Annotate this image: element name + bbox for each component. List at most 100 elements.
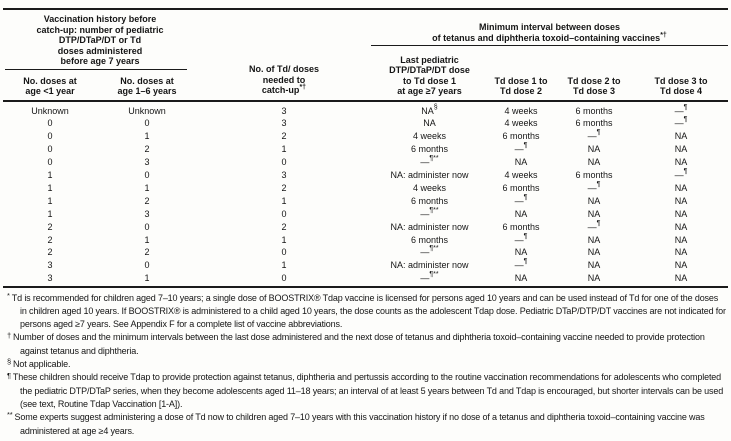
- table-cell: NA: administer now: [390, 221, 469, 232]
- column-header-doses-under-1yr: No. doses at age <1 year: [23, 75, 77, 97]
- table-cell: 6 months: [502, 221, 540, 232]
- table-cell: NA: [423, 118, 436, 129]
- footnote-text: Not applicable.: [13, 358, 71, 369]
- table-cell: 6 months: [410, 195, 449, 206]
- table-cell: 2: [281, 182, 287, 193]
- table-row: 2 1 1 6 months —¶ NA NA: [3, 233, 728, 247]
- table-row: 1 2 1 6 months —¶ NA NA: [3, 194, 728, 208]
- table-cell: 1: [47, 208, 53, 219]
- right-subheader-row: Last pediatric DTP/DTaP/DT dose to Td do…: [371, 46, 728, 97]
- table-row: 2 2 0 —¶** NA NA NA: [3, 245, 728, 259]
- table-cell: 2: [144, 195, 150, 206]
- table-cell: 1: [144, 273, 150, 284]
- table-cell: NA: [587, 247, 601, 258]
- header-group-right: Minimum interval between doses of tetanu…: [371, 10, 728, 97]
- footnote-marker: †: [7, 330, 12, 340]
- table-cell: 2: [144, 144, 150, 155]
- table-cell: NA: [674, 131, 688, 142]
- footnote-text: These children should receive Tdap to pr…: [12, 372, 724, 410]
- table-cell: 3: [47, 260, 53, 271]
- table-cell: 0: [281, 208, 287, 219]
- table-cell: —¶**: [420, 271, 439, 284]
- footnote-text: Some experts suggest administering a dos…: [14, 411, 705, 436]
- table-cell: NA: [514, 208, 528, 219]
- table-cell: NA: administer now: [390, 170, 469, 181]
- table-cell: 6 months: [502, 131, 540, 142]
- table-cell: —¶: [587, 219, 601, 232]
- table-cell: 6 months: [410, 144, 449, 155]
- table-cell: NA: [674, 260, 688, 271]
- table-cell: NA: [674, 157, 688, 168]
- footnote-pilcrow: ¶ These children should receive Tdap to p…: [7, 371, 726, 410]
- table-cell: 0: [144, 260, 150, 271]
- table-cell: 6 months: [575, 170, 613, 181]
- table-cell: NA§: [421, 103, 438, 116]
- footnotes: * Td is recommended for children aged 7–1…: [3, 288, 728, 438]
- table-cell: 1: [281, 195, 287, 206]
- table-cell: NA: [674, 234, 688, 245]
- table-cell: 0: [144, 221, 150, 232]
- table-cell: 0: [281, 273, 287, 284]
- table-cell: 3: [144, 208, 150, 219]
- footnote-double-asterisk: ** Some experts suggest administering a d…: [7, 410, 726, 438]
- footnote-marker: *: [7, 291, 10, 301]
- table-cell: NA: [674, 247, 688, 258]
- footnote-marker: ¶: [7, 370, 11, 380]
- table-cell: —¶: [514, 142, 528, 155]
- table-cell: NA: [674, 273, 688, 284]
- table-cell: 0: [47, 144, 53, 155]
- table-row: 3 1 0 —¶** NA NA NA: [3, 271, 728, 285]
- footnote-dagger: † Number of doses and the minimum interva…: [7, 331, 726, 358]
- body-bottom-rule: [3, 286, 728, 288]
- column-header-td-doses-needed: No. of Td/ doses needed to catch-up*†: [248, 64, 319, 96]
- table-cell: 4 weeks: [504, 170, 538, 181]
- table-cell: 3: [281, 170, 287, 181]
- table-cell: NA: [674, 195, 688, 206]
- table-cell: 0: [281, 157, 287, 168]
- footnote-marker: §: [7, 357, 12, 367]
- table-cell: NA: [674, 144, 688, 155]
- table-cell: —¶: [587, 180, 601, 193]
- table-cell: Unknown: [31, 105, 69, 116]
- header-group-left: Vaccination history before catch-up: num…: [3, 10, 197, 97]
- table-cell: NA: [674, 182, 688, 193]
- table-cell: NA: [587, 208, 601, 219]
- table-cell: NA: [587, 234, 601, 245]
- table-cell: 3: [144, 157, 150, 168]
- table-cell: 1: [47, 182, 53, 193]
- table-cell: NA: [674, 221, 688, 232]
- table-cell: 2: [47, 234, 53, 245]
- table-cell: NA: [587, 195, 601, 206]
- table-cell: 6 months: [575, 118, 613, 129]
- table-cell: NA: [587, 157, 601, 168]
- right-group-rule: [371, 45, 728, 47]
- column-header-last-pediatric-dose: Last pediatric DTP/DTaP/DT dose to Td do…: [389, 54, 470, 97]
- table-cell: 4 weeks: [412, 182, 447, 193]
- table-cell: 2: [281, 131, 287, 142]
- table-cell: 1: [281, 260, 287, 271]
- table-row: 1 0 3 NA: administer now 4 weeks 6 months —¶: [3, 168, 728, 182]
- table-cell: 6 months: [502, 182, 540, 193]
- table-cell: 3: [281, 105, 287, 116]
- column-header-doses-1-6yr: No. doses at age 1–6 years: [117, 75, 177, 97]
- table-cell: —¶**: [420, 245, 439, 258]
- table-cell: 1: [281, 144, 287, 155]
- table-cell: 4 weeks: [412, 131, 447, 142]
- table-header: Vaccination history before catch-up: num…: [3, 10, 728, 100]
- table-cell: —¶: [674, 103, 688, 116]
- table-cell: NA: [587, 144, 601, 155]
- table-cell: —¶: [674, 116, 688, 129]
- table-cell: 2: [144, 247, 150, 258]
- table-cell: NA: administer now: [390, 260, 469, 271]
- table-row: Unknown Unknown 3 NA§ 4 weeks 6 months —¶: [3, 103, 728, 118]
- table-cell: 2: [47, 247, 53, 258]
- table-cell: 0: [47, 118, 53, 129]
- footnote-asterisk: * Td is recommended for children aged 7–1…: [7, 291, 726, 331]
- table-row: 0 3 0 —¶** NA NA NA: [3, 155, 728, 169]
- right-group-title: Minimum interval between doses of tetanu…: [432, 22, 667, 43]
- top-rule: [3, 8, 728, 10]
- table-cell: —¶**: [420, 155, 439, 168]
- table-cell: 0: [47, 157, 53, 168]
- left-subheader-row: No. doses at age <1 year No. doses at ag…: [3, 70, 197, 97]
